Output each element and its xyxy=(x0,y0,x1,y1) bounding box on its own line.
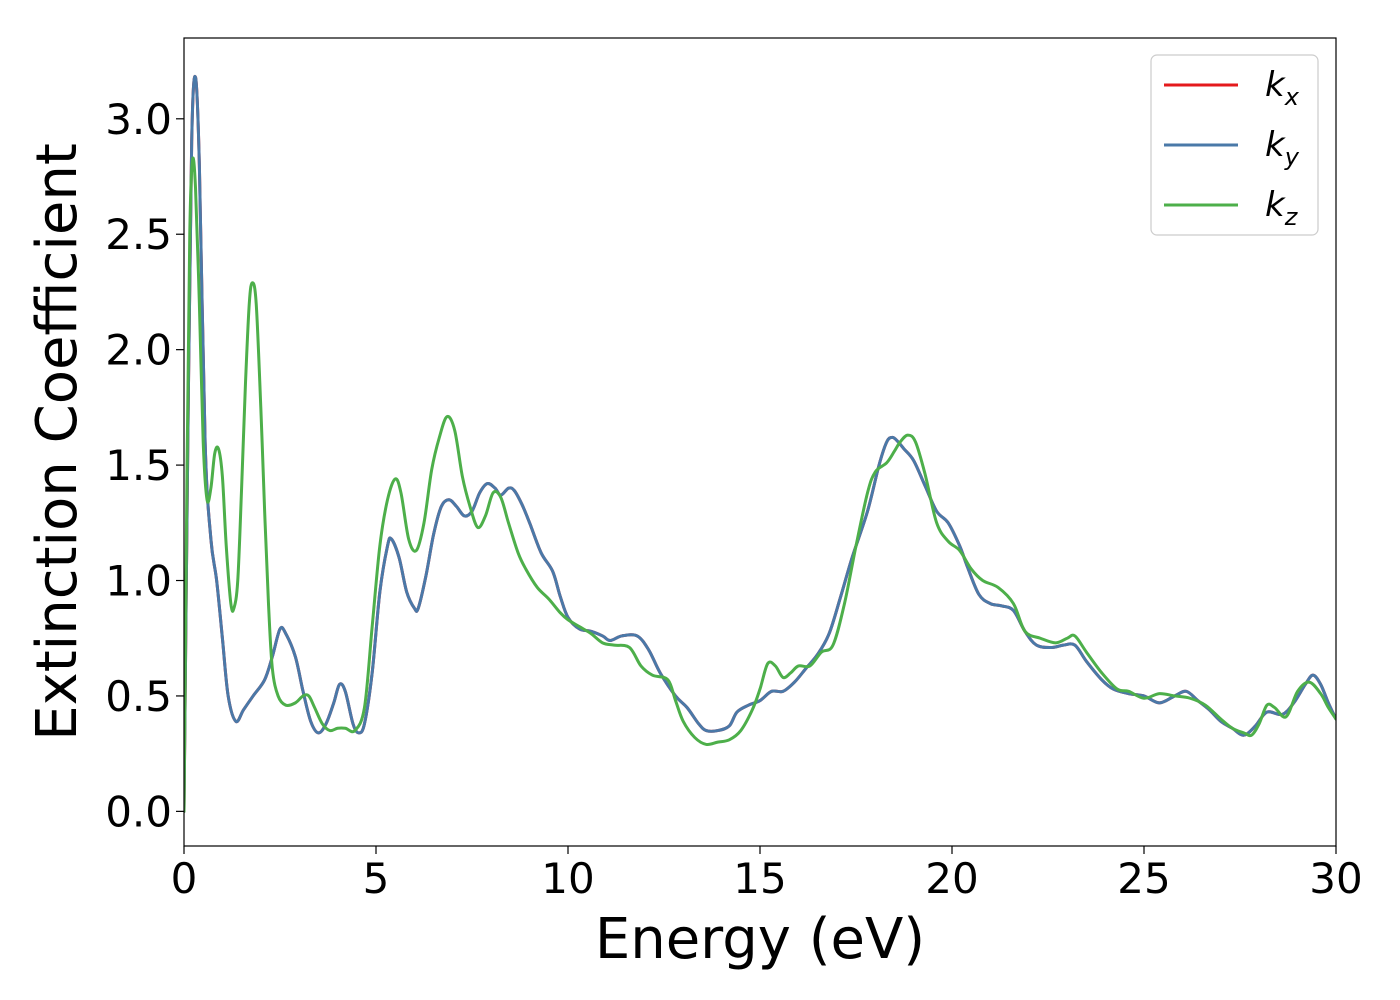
legend-label-k-y: ky xyxy=(1265,125,1300,171)
series-line-k-y xyxy=(184,74,1336,813)
x-axis-label: Energy (eV) xyxy=(595,907,925,972)
y-tick-label: 3.0 xyxy=(105,95,172,144)
x-tick-label: 0 xyxy=(171,854,198,903)
y-tick-label: 0.0 xyxy=(105,787,172,836)
y-tick-label: 2.0 xyxy=(105,326,172,375)
x-axis: 0 5 10 15 20 25 30 xyxy=(171,846,1363,903)
legend-label-k-z: kz xyxy=(1265,185,1299,231)
series-line-k-z xyxy=(184,156,1336,813)
legend-label-k-x: kx xyxy=(1265,65,1300,111)
y-axis-label: Extinction Coefficient xyxy=(25,143,90,741)
x-tick-label: 5 xyxy=(363,854,390,903)
y-tick-label: 1.0 xyxy=(105,557,172,606)
x-tick-label: 10 xyxy=(541,854,594,903)
x-tick-label: 15 xyxy=(733,854,786,903)
y-axis: 0.0 0.5 1.0 1.5 2.0 2.5 3.0 xyxy=(105,95,184,836)
legend: kx ky kz xyxy=(1150,54,1319,236)
y-tick-label: 0.5 xyxy=(105,672,172,721)
x-tick-label: 20 xyxy=(925,854,978,903)
x-tick-label: 30 xyxy=(1309,854,1362,903)
y-tick-label: 1.5 xyxy=(105,441,172,490)
x-tick-label: 25 xyxy=(1117,854,1170,903)
series-layer xyxy=(184,74,1336,813)
y-tick-label: 2.5 xyxy=(105,210,172,259)
